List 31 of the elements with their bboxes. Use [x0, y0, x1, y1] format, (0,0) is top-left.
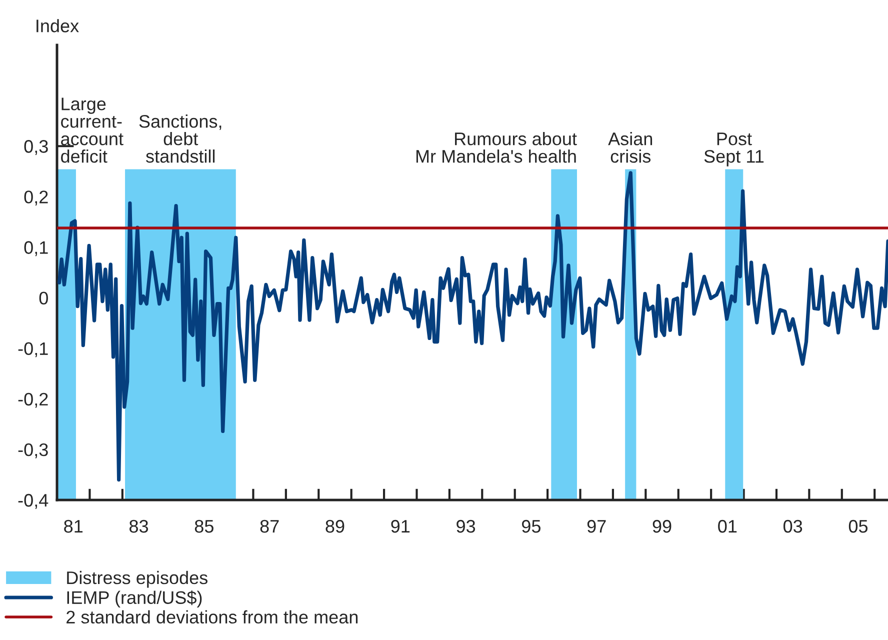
x-tick-label: 81 [64, 520, 83, 533]
line-series [57, 171, 888, 482]
x-tick-label: 93 [456, 520, 476, 533]
annotation: Large current- account deficit [61, 98, 124, 163]
y-tick-label: 0,1 [24, 241, 48, 256]
x-tick-label: 95 [522, 520, 540, 533]
y-tick-label: -0,2 [18, 392, 48, 408]
annotation: Rumours about Mr Mandela's health [416, 132, 577, 163]
x-tick-label: 05 [848, 520, 868, 533]
annotation: Asian crisis [608, 132, 652, 163]
x-tick-label: 03 [783, 520, 802, 533]
x-tick-label: 87 [260, 520, 279, 533]
annotation: Post Sept 11 [704, 132, 764, 166]
x-tick-label: 99 [652, 520, 672, 533]
x-tick-label: 83 [130, 520, 148, 533]
legend-label: Distress episodes [67, 570, 208, 588]
x-tick-label: 89 [326, 520, 344, 533]
x-tick-label: 91 [391, 520, 410, 533]
y-tick-label: 0,3 [24, 140, 48, 155]
legend-label: 2 standard deviations from the mean [66, 610, 358, 624]
y-tick-label: -0,4 [18, 494, 48, 509]
x-tick-label: 01 [718, 520, 737, 533]
x-tick-label: 85 [194, 520, 214, 533]
x-tick-label: 97 [587, 520, 606, 533]
y-axis-title: Index [36, 19, 79, 32]
y-tick-label: -0,1 [18, 342, 48, 358]
legend-label: IEMP (rand/US$) [67, 590, 202, 608]
y-tick-label: -0,3 [18, 443, 48, 458]
annotation: Sanctions, debt standstill [139, 114, 222, 163]
y-tick-label: 0 [39, 292, 48, 304]
y-tick-label: 0,2 [24, 190, 48, 206]
